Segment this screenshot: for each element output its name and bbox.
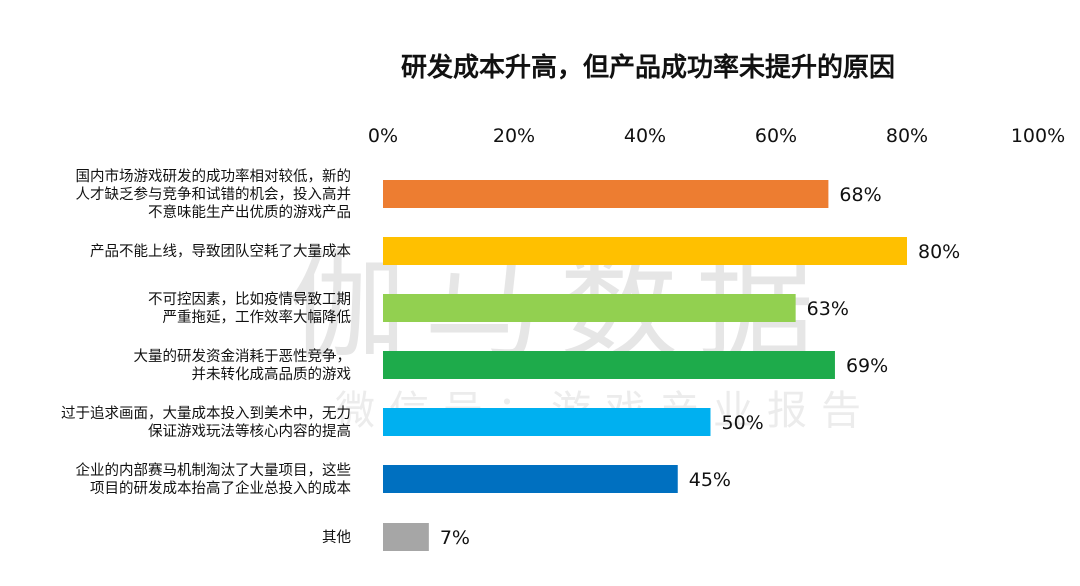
bar [383, 523, 429, 551]
value-label: 50% [722, 412, 764, 434]
category-label: 其他 [322, 529, 351, 546]
x-tick-label: 40% [624, 125, 666, 147]
value-label: 7% [440, 527, 470, 549]
x-tick-label: 0% [368, 125, 398, 147]
chart-title: 研发成本升高，但产品成功率未提升的原因 [401, 52, 895, 83]
bar [383, 237, 907, 265]
category-label-line: 企业的内部赛马机制淘汰了大量项目，这些 [76, 461, 352, 479]
category-label-line: 项目的研发成本抬高了企业总投入的成本 [90, 479, 351, 497]
category-label-line: 保证游戏玩法等核心内容的提高 [148, 422, 351, 440]
category-labels: 国内市场游戏研发的成功率相对较低，新的人才缺乏参与竞争和试错的机会，投入高并不意… [61, 167, 351, 546]
bars [383, 180, 907, 551]
x-axis-ticks: 0% 20% 40% 60% 80% 100% [368, 125, 1065, 147]
category-label-line: 严重拖延，工作效率大幅降低 [163, 309, 352, 326]
category-label-line: 并未转化成高品质的游戏 [192, 366, 352, 383]
value-label: 45% [689, 469, 731, 491]
category-label-line: 人才缺乏参与竞争和试错的机会，投入高并 [76, 185, 352, 203]
value-label: 80% [918, 241, 960, 263]
watermark: 伽马数据 微信号：游戏产业报告 [288, 238, 861, 434]
category-label-line: 产品不能上线，导致团队空耗了大量成本 [90, 243, 351, 260]
category-label-line: 不意味能生产出优质的游戏产品 [148, 203, 351, 221]
category-label-line: 不可控因素，比如疫情导致工期 [148, 291, 351, 308]
category-label: 产品不能上线，导致团队空耗了大量成本 [90, 243, 351, 260]
x-tick-label: 20% [493, 125, 535, 147]
category-label: 企业的内部赛马机制淘汰了大量项目，这些项目的研发成本抬高了企业总投入的成本 [76, 461, 352, 497]
x-tick-label: 60% [755, 125, 797, 147]
value-label: 63% [807, 298, 849, 320]
category-label-line: 大量的研发资金消耗于恶性竞争， [134, 347, 352, 365]
category-label-line: 过于追求画面，大量成本投入到美术中，无力 [61, 405, 351, 422]
bar [383, 351, 835, 379]
bar [383, 465, 678, 493]
category-label: 国内市场游戏研发的成功率相对较低，新的人才缺乏参与竞争和试错的机会，投入高并不意… [76, 167, 352, 221]
category-label: 大量的研发资金消耗于恶性竞争，并未转化成高品质的游戏 [134, 347, 352, 383]
category-label-line: 其他 [322, 529, 351, 546]
bar [383, 294, 796, 322]
bar [383, 408, 711, 436]
bar [383, 180, 829, 208]
x-tick-label: 100% [1011, 125, 1065, 147]
value-labels: 68% 80% 63% 69% 50% 45% 7% [440, 184, 960, 549]
category-label-line: 国内市场游戏研发的成功率相对较低，新的 [76, 167, 352, 185]
category-label: 过于追求画面，大量成本投入到美术中，无力保证游戏玩法等核心内容的提高 [61, 405, 351, 440]
x-tick-label: 80% [886, 125, 928, 147]
value-label: 69% [846, 355, 888, 377]
value-label: 68% [839, 184, 881, 206]
category-label: 不可控因素，比如疫情导致工期严重拖延，工作效率大幅降低 [148, 291, 351, 326]
